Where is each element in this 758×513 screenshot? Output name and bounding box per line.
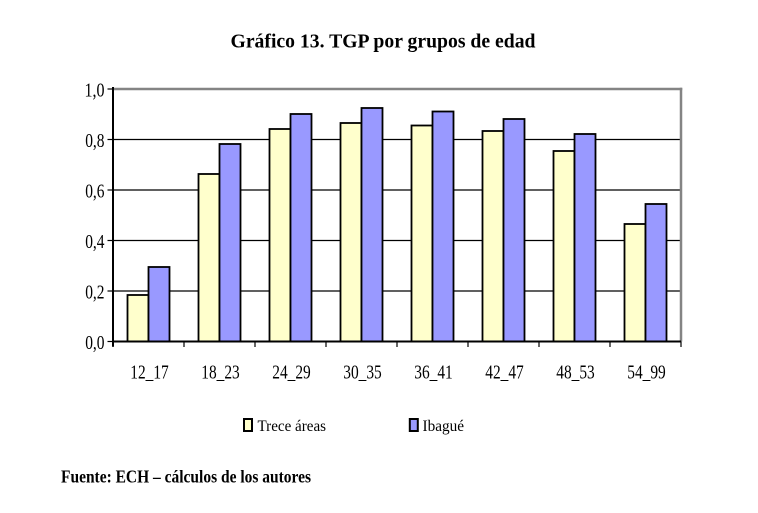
svg-text:Trece áreas: Trece áreas	[258, 418, 327, 435]
svg-text:42_47: 42_47	[485, 362, 524, 384]
svg-text:1,0: 1,0	[85, 80, 105, 102]
svg-text:0,2: 0,2	[85, 282, 104, 304]
svg-text:12_17: 12_17	[130, 362, 169, 384]
svg-text:0,8: 0,8	[85, 130, 104, 152]
svg-text:Ibagué: Ibagué	[423, 418, 465, 435]
svg-text:54_99: 54_99	[627, 362, 666, 384]
svg-text:0,6: 0,6	[85, 181, 104, 203]
svg-text:0,4: 0,4	[85, 231, 104, 253]
svg-text:30_35: 30_35	[343, 362, 382, 384]
svg-text:36_41: 36_41	[414, 362, 453, 384]
svg-text:Fuente: ECH – cálculos de los: Fuente: ECH – cálculos de los autores	[61, 467, 311, 487]
svg-text:18_23: 18_23	[201, 362, 240, 384]
svg-text:48_53: 48_53	[556, 362, 595, 384]
svg-text:Gráfico 13. TGP por grupos de: Gráfico 13. TGP por grupos de edad	[231, 31, 537, 53]
svg-text:0,0: 0,0	[85, 332, 104, 354]
svg-text:24_29: 24_29	[272, 362, 311, 384]
